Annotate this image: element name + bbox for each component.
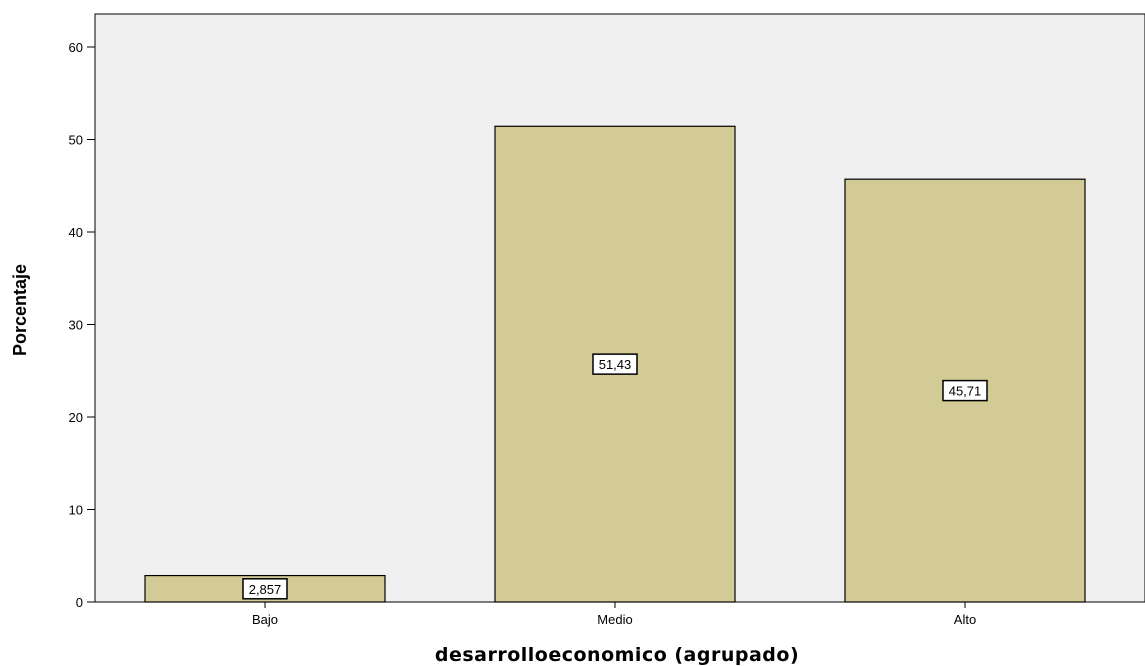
y-tick-label: 20 [69,410,83,425]
y-axis: 0 10 20 30 40 50 60 [69,14,96,610]
data-label-box [592,353,638,375]
y-tick-label: 10 [69,503,83,518]
data-label: 51,43 [599,357,632,372]
y-tick-label: 60 [69,40,83,55]
data-label: 45,71 [949,384,982,399]
x-axis-title: desarrolloeconomico (agrupado) [435,644,799,666]
data-labels-group: 2,857 51,43 45,71 [242,353,988,600]
y-tick-label: 40 [69,225,83,240]
x-tick-label: Alto [954,612,976,627]
y-axis-title: Porcentaje [10,264,30,356]
x-axis: Bajo Medio Alto [95,601,1145,627]
y-tick-label: 0 [76,595,83,610]
x-tick-label: Bajo [252,612,278,627]
x-tick-label: Medio [597,612,632,627]
data-label: 2,857 [249,582,282,597]
y-tick-label: 50 [69,133,83,148]
y-tick-label: 30 [69,318,83,333]
data-label-box [942,379,988,402]
data-label-box [242,578,288,600]
